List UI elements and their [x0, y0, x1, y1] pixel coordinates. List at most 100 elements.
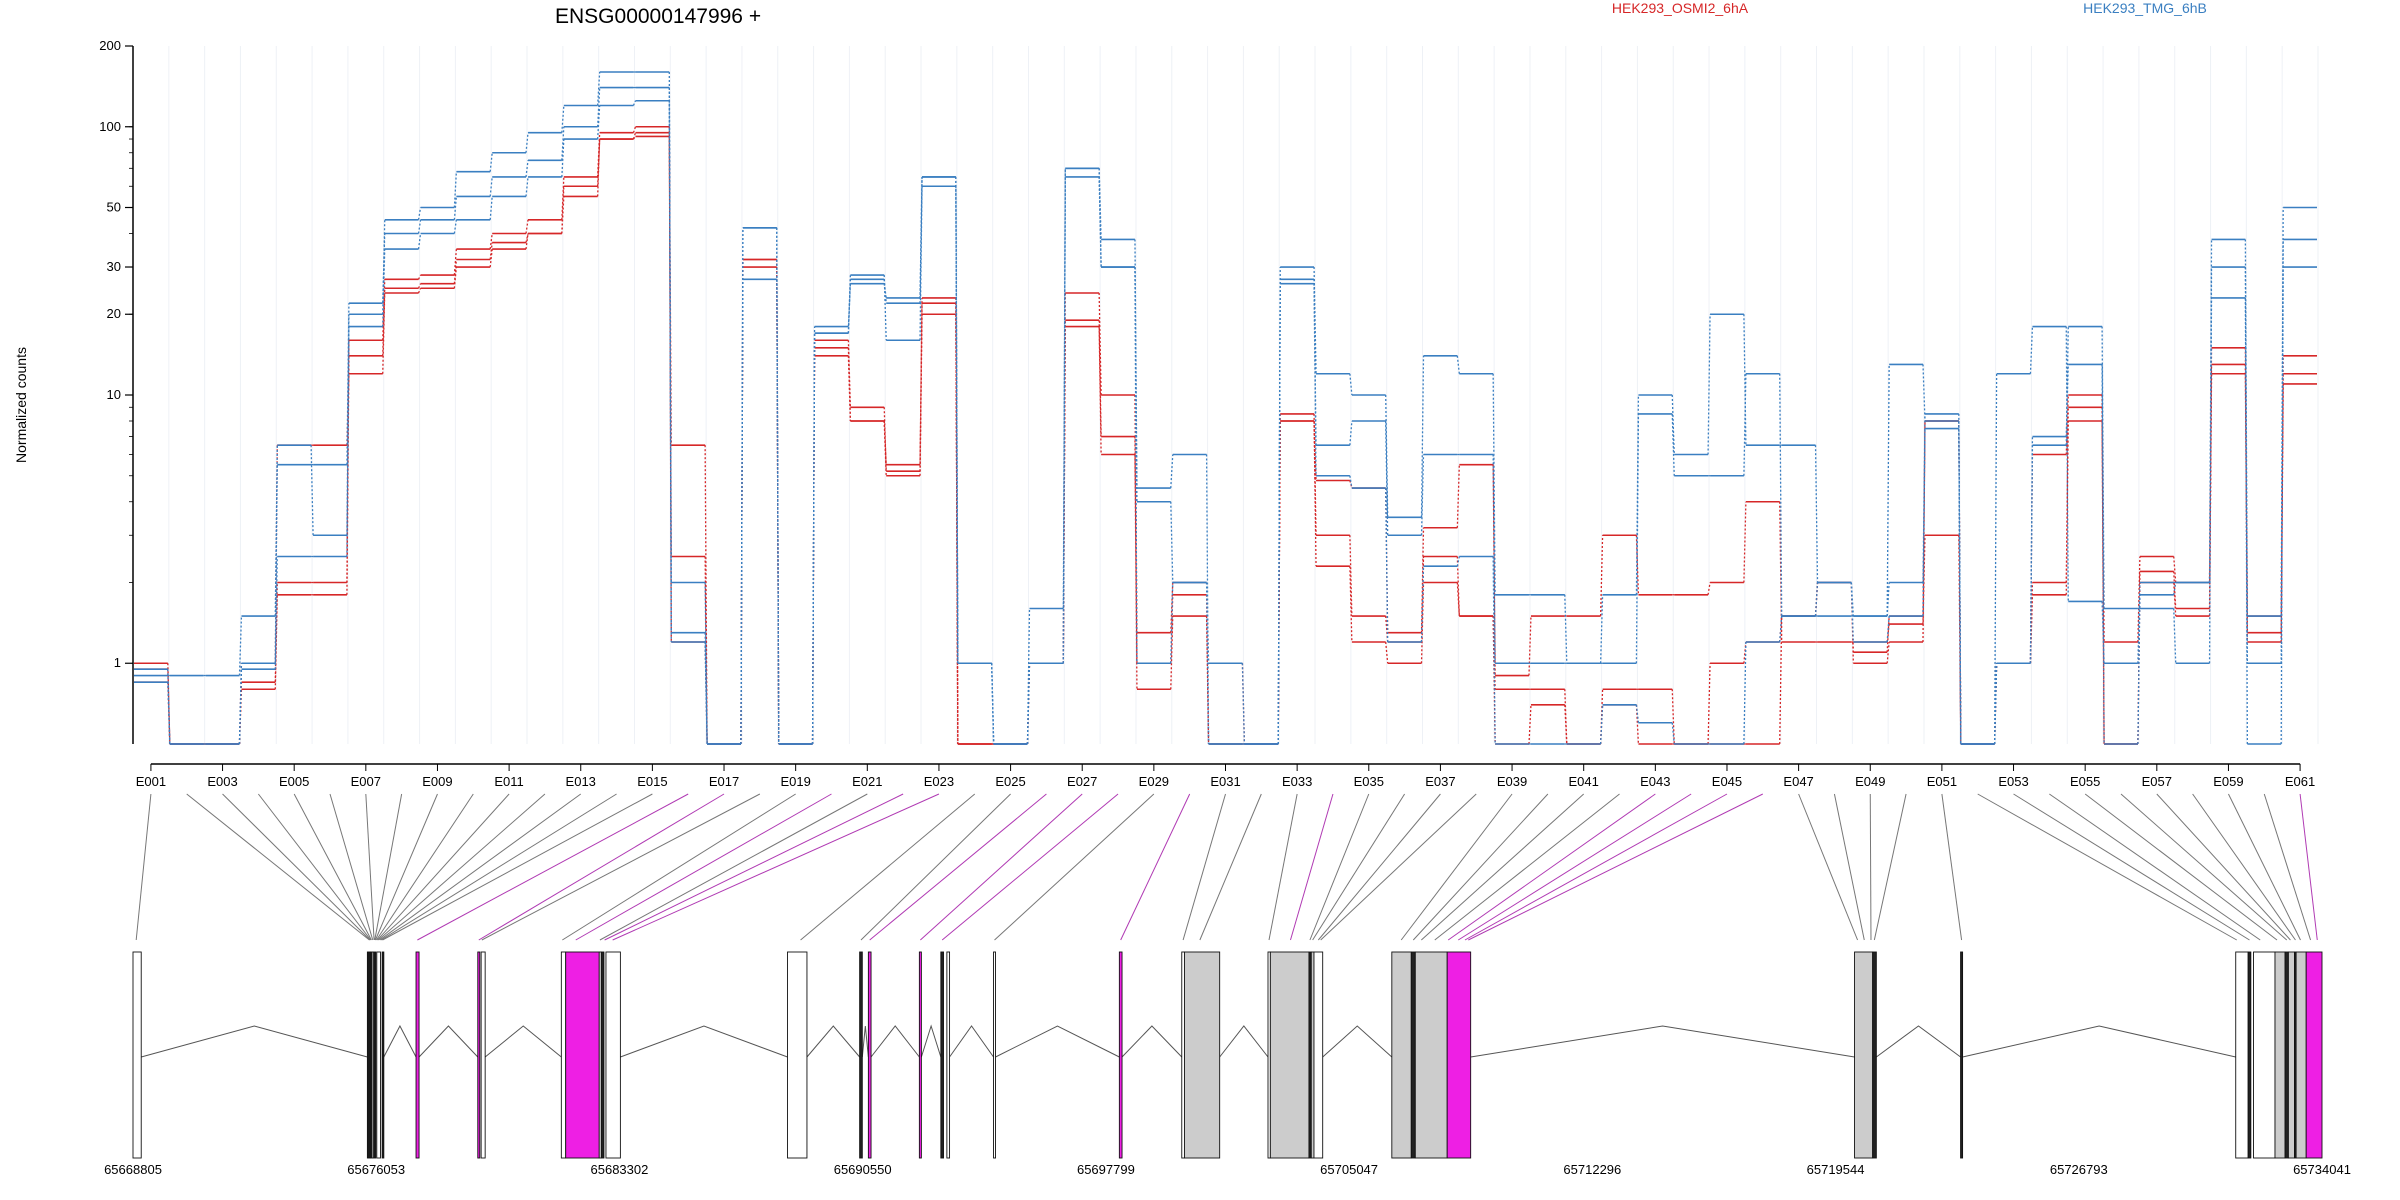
exon-box	[2295, 951, 2307, 1159]
data-connector	[1993, 373, 1998, 745]
data-connector	[2173, 556, 2177, 583]
data-connector	[1420, 566, 1425, 643]
data-connector	[597, 87, 601, 127]
exon-box	[600, 951, 605, 1159]
connector-line	[1309, 793, 1370, 941]
x-tick-label: E005	[279, 774, 309, 789]
data-connector	[1886, 615, 1890, 643]
data-connector	[632, 100, 637, 106]
data-connector	[847, 279, 852, 334]
x-tick-label: E031	[1210, 774, 1240, 789]
data-connector	[1098, 292, 1102, 396]
connector-line	[2228, 793, 2301, 941]
exon-box	[787, 951, 808, 1159]
data-connector	[1134, 436, 1138, 664]
intron-line	[484, 1025, 562, 1058]
data-connector	[1385, 394, 1389, 518]
connector-line	[869, 793, 1047, 941]
exon-box	[1414, 951, 1448, 1159]
x-tick-label: E027	[1067, 774, 1097, 789]
exon-box	[2247, 951, 2252, 1159]
y-tick-label: 200	[99, 38, 121, 53]
data-connector	[1349, 420, 1353, 446]
data-connector	[1277, 267, 1281, 745]
genomic-tick-label: 65712296	[1563, 1162, 1621, 1177]
data-connector	[1564, 594, 1568, 664]
x-tick-label: E059	[2213, 774, 2243, 789]
x-tick-label: E033	[1282, 774, 1312, 789]
connector-line	[1941, 793, 1963, 941]
data-connector	[1349, 535, 1353, 617]
data-connector	[704, 632, 708, 745]
connector-line	[378, 793, 546, 941]
data-connector	[453, 266, 458, 289]
exon-box	[2305, 951, 2323, 1159]
data-connector	[238, 615, 243, 676]
connector-line	[222, 793, 371, 941]
x-tick-label: E029	[1139, 774, 1169, 789]
data-connector	[1599, 535, 1604, 617]
exon-box	[1960, 951, 1964, 1159]
exon-box	[2287, 951, 2295, 1159]
exon-box	[605, 951, 621, 1159]
connector-line	[1434, 793, 1620, 941]
connector-line	[2263, 793, 2312, 941]
data-connector	[2065, 407, 2069, 583]
connector-line	[380, 793, 617, 941]
data-connector	[1922, 364, 1926, 422]
x-tick-label: E017	[709, 774, 739, 789]
connector-line	[417, 793, 689, 941]
connector-line	[1447, 793, 1656, 941]
data-connector	[1313, 420, 1317, 481]
genomic-tick-label: 65719544	[1807, 1162, 1865, 1177]
data-connector	[274, 556, 278, 670]
genomic-tick-label: 65705047	[1320, 1162, 1378, 1177]
data-connector	[1958, 420, 1962, 745]
data-connector	[1492, 454, 1496, 664]
data-connector	[1886, 641, 1890, 664]
connector-line	[293, 793, 372, 941]
connector-line	[379, 793, 582, 941]
y-tick-label: 30	[107, 259, 121, 274]
data-connector	[525, 160, 529, 178]
data-connector	[525, 132, 529, 153]
data-connector	[561, 126, 565, 161]
connector-line	[478, 793, 725, 941]
connector-line	[2192, 793, 2296, 941]
x-tick-label: E011	[494, 774, 523, 789]
x-tick-label: E057	[2142, 774, 2172, 789]
data-connector	[1170, 454, 1174, 489]
data-connector	[597, 105, 601, 140]
exon-box	[480, 951, 486, 1159]
series-3	[134, 135, 2317, 745]
data-connector	[883, 407, 887, 472]
data-connector	[1707, 314, 1711, 455]
data-connector	[1886, 364, 1890, 617]
exon-box	[371, 951, 375, 1159]
data-connector	[1922, 413, 1926, 583]
x-axis: E001 E003 E005 E007 E009 E011 E013 E015 E017 E019…	[136, 763, 2315, 789]
data-connector	[1385, 641, 1389, 664]
intron-line	[1962, 1025, 2236, 1058]
x-tick-label: E023	[924, 774, 954, 789]
exon-box	[2274, 951, 2286, 1159]
connector-line	[1457, 793, 1692, 941]
connector-line	[257, 793, 372, 941]
series-1	[134, 131, 2317, 745]
connector-line	[1833, 793, 1865, 941]
exon-box	[560, 951, 567, 1159]
data-connector	[919, 186, 923, 341]
connector-line	[1412, 793, 1549, 941]
data-connector	[2101, 326, 2105, 609]
data-connector	[382, 292, 386, 374]
data-connector	[1456, 464, 1460, 528]
connector-line	[481, 793, 761, 941]
connector-line	[562, 793, 796, 941]
exon-box	[940, 951, 944, 1159]
connector-line	[1182, 793, 1226, 941]
data-connector	[1098, 320, 1102, 437]
exon-box	[1872, 951, 1877, 1159]
data-connector	[1456, 556, 1460, 567]
genomic-tick-label: 65676053	[347, 1162, 405, 1177]
data-connector	[417, 274, 422, 280]
